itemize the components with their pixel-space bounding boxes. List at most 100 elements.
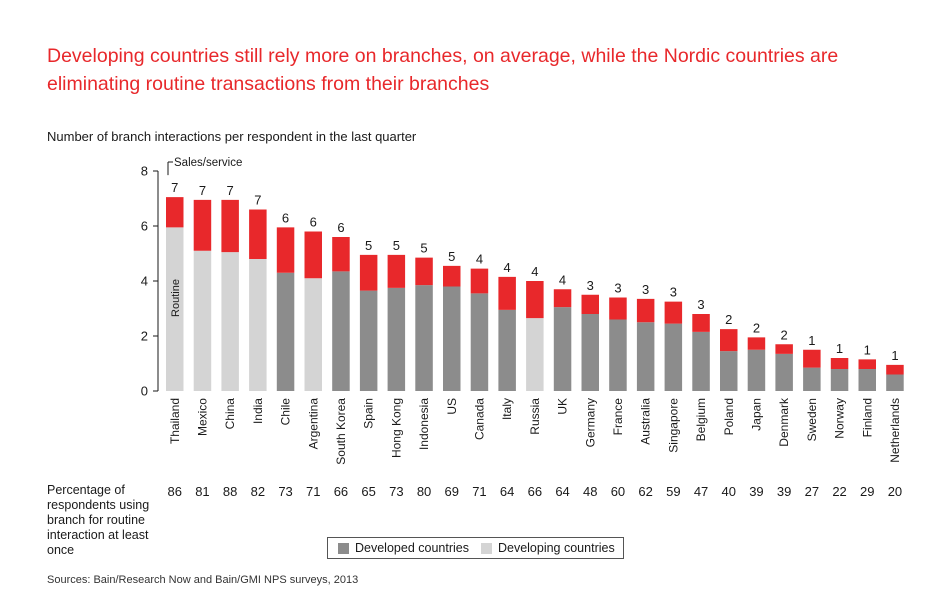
- bar-routine: [193, 250, 212, 391]
- bar-routine: [221, 252, 239, 391]
- bar-total-label: 1: [808, 333, 815, 348]
- category-label: Poland: [722, 398, 736, 435]
- legend-label-developing: Developing countries: [497, 541, 615, 555]
- percent-value: 80: [417, 484, 431, 499]
- bar-sales-service: [858, 359, 876, 369]
- bar-routine: [692, 331, 710, 391]
- bar-sales-service: [526, 281, 544, 319]
- bar-routine: [775, 353, 793, 391]
- bar-total-label: 4: [504, 260, 511, 275]
- bar-total-label: 1: [891, 348, 898, 363]
- bar-sales-service: [692, 314, 710, 332]
- category-label: US: [445, 398, 459, 415]
- bar-routine: [443, 286, 461, 391]
- bar-total-label: 4: [531, 264, 538, 279]
- bar-sales-service: [415, 257, 433, 286]
- bar-total-label: 7: [227, 183, 234, 198]
- bar-routine: [304, 278, 322, 391]
- percent-value: 62: [638, 484, 652, 499]
- bar-routine: [609, 319, 627, 391]
- percent-value: 47: [694, 484, 708, 499]
- percent-value: 65: [361, 484, 375, 499]
- bar-routine: [803, 367, 821, 391]
- bar-total-label: 7: [171, 180, 178, 195]
- bar-total-label: 3: [587, 278, 594, 293]
- bar-sales-service: [609, 297, 627, 320]
- percent-value: 69: [445, 484, 459, 499]
- category-label: Germany: [583, 398, 597, 447]
- category-label: India: [251, 398, 265, 424]
- bar-total-label: 5: [420, 241, 427, 256]
- category-label: Argentina: [306, 398, 320, 450]
- percent-value: 86: [168, 484, 182, 499]
- bar-sales-service: [221, 199, 239, 253]
- category-label: Canada: [472, 398, 486, 440]
- bar-routine: [415, 285, 433, 391]
- bar-routine: [747, 349, 766, 391]
- bar-total-label: 7: [199, 183, 206, 198]
- percent-value: 81: [195, 484, 209, 499]
- bar-sales-service: [636, 298, 655, 323]
- legend-item-developing: Developing countries: [480, 541, 615, 555]
- category-label: Mexico: [195, 398, 209, 436]
- bar-sales-service: [553, 289, 572, 308]
- percent-value: 60: [611, 484, 625, 499]
- bar-routine: [249, 259, 267, 391]
- chart-title: Developing countries still rely more on …: [47, 45, 839, 95]
- legend-item-developed: Developed countries: [338, 541, 469, 555]
- bar-routine: [332, 271, 350, 391]
- category-label: Italy: [500, 398, 514, 420]
- bar-sales-service: [443, 265, 461, 287]
- percent-value: 29: [860, 484, 874, 499]
- category-label: Denmark: [777, 397, 791, 447]
- bar-routine: [858, 369, 876, 391]
- bar-sales-service: [498, 276, 516, 310]
- bar-routine: [553, 307, 572, 391]
- bar-routine: [526, 318, 544, 391]
- bar-sales-service: [249, 209, 267, 259]
- percent-value: 22: [832, 484, 846, 499]
- legend-label-developed: Developed countries: [355, 541, 469, 555]
- y-tick-label: 0: [141, 384, 148, 399]
- category-label: France: [611, 398, 625, 436]
- bar-routine: [830, 369, 849, 391]
- bar-sales-service: [193, 199, 212, 251]
- bar-sales-service: [803, 349, 821, 368]
- percent-value: 64: [555, 484, 569, 499]
- bar-sales-service: [470, 268, 489, 294]
- bar-routine: [166, 227, 184, 391]
- percent-value: 40: [722, 484, 736, 499]
- category-label: China: [223, 398, 237, 430]
- bar-total-label: 1: [836, 341, 843, 356]
- bar-total-label: 5: [365, 238, 372, 253]
- bar-routine: [276, 272, 295, 391]
- bar-sales-service: [886, 364, 904, 375]
- percent-value: 20: [888, 484, 902, 499]
- legend-swatch-developed: [338, 542, 349, 554]
- bar-total-label: 3: [642, 282, 649, 297]
- category-label: Singapore: [666, 398, 680, 453]
- bar-routine: [359, 290, 378, 391]
- percent-value: 66: [528, 484, 542, 499]
- category-label: Sweden: [805, 398, 819, 441]
- bar-total-label: 2: [753, 320, 760, 335]
- y-tick-label: 2: [141, 329, 148, 344]
- category-label: Chile: [279, 398, 293, 426]
- percent-value: 59: [666, 484, 680, 499]
- category-label: Finland: [860, 398, 874, 437]
- bar-routine: [498, 309, 516, 391]
- bar-sales-service: [304, 231, 322, 279]
- percent-value: 48: [583, 484, 597, 499]
- y-tick-label: 6: [141, 219, 148, 234]
- bar-sales-service: [747, 337, 766, 350]
- percent-value: 66: [334, 484, 348, 499]
- bar-sales-service: [830, 358, 849, 369]
- percent-row-label: Percentage of respondents using branch f…: [47, 483, 150, 557]
- bar-sales-service: [276, 227, 295, 273]
- percent-value: 27: [805, 484, 819, 499]
- percent-value: 71: [472, 484, 486, 499]
- y-tick-label: 8: [141, 164, 148, 179]
- bar-total-label: 3: [614, 281, 621, 296]
- bar-total-label: 2: [781, 327, 788, 342]
